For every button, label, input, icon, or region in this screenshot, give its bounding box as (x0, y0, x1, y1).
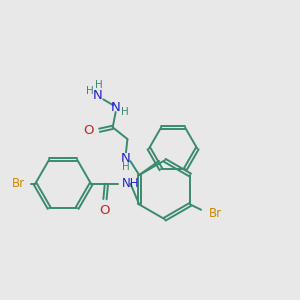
Text: Br: Br (209, 207, 222, 220)
Text: O: O (84, 124, 94, 137)
Text: NH: NH (122, 177, 139, 190)
Text: N: N (92, 89, 102, 102)
Text: Br: Br (12, 177, 26, 190)
Text: H: H (86, 86, 94, 96)
Text: H: H (122, 162, 130, 172)
Text: N: N (121, 152, 131, 165)
Text: N: N (111, 101, 121, 114)
Text: H: H (121, 107, 129, 117)
Text: H: H (95, 80, 103, 90)
Text: O: O (100, 205, 110, 218)
